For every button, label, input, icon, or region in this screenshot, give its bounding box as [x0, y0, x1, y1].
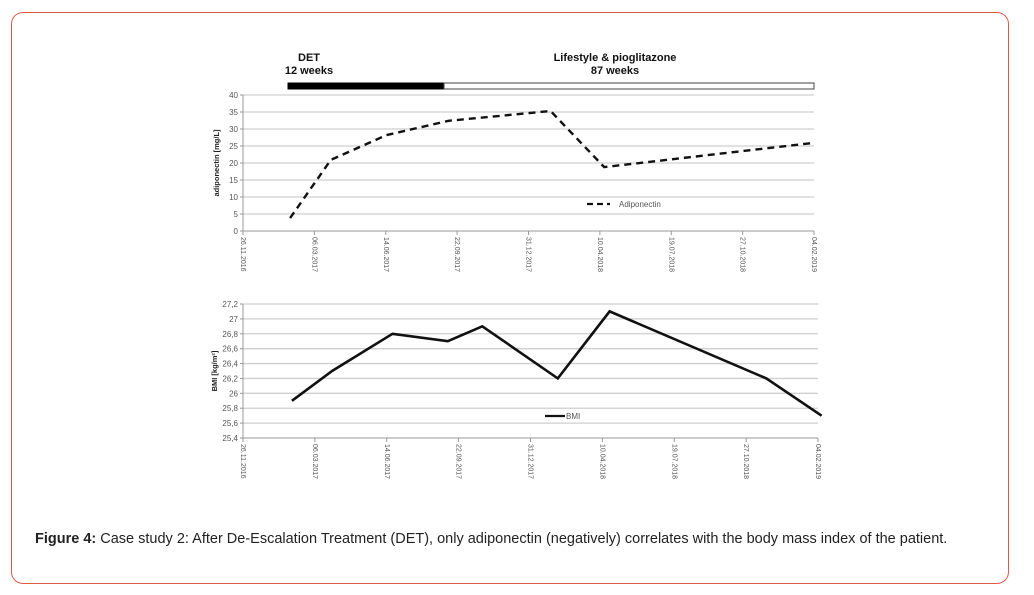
phase-2-title: Lifestyle & pioglitazone: [554, 52, 677, 64]
adiponectin-chart: 0 5 10 15 20 25 30 35 40 26.11.2016 06.03.2017 14.…: [212, 91, 817, 272]
caption-text: Case study 2: After De-Escalation Treatm…: [96, 531, 948, 547]
x-tick-label: 26.11.2016: [239, 444, 246, 479]
y-tick-label: 5: [234, 210, 239, 219]
y-tick-label: 26,2: [222, 374, 238, 383]
x-axis-ticks: 26.11.2016 06.03.2017 14.06.2017 22.09.2017…: [239, 231, 817, 272]
phase-1-title: DET: [298, 52, 320, 64]
phase-1-duration: 12 weeks: [285, 65, 333, 77]
y-tick-label: 26,8: [222, 330, 238, 339]
gridlines: [240, 303, 818, 439]
figure-frame: [11, 12, 1009, 584]
y-tick-label: 25,6: [222, 419, 238, 428]
caption-label: Figure 4:: [35, 531, 97, 547]
phase-2-bar: [443, 82, 815, 90]
y-tick-label: 25,4: [222, 434, 238, 443]
x-tick-label: 26.11.2016: [239, 237, 246, 272]
y-axis-title: adiponectin [mg/L]: [212, 129, 221, 197]
x-tick-label: 14.06.2017: [383, 444, 390, 479]
series-line-bmi: [291, 309, 823, 417]
y-tick-label: 26,6: [222, 345, 238, 354]
y-tick-label: 26: [229, 389, 238, 398]
x-tick-label: 06.03.2017: [311, 444, 318, 479]
y-tick-label: 10: [229, 193, 238, 202]
x-tick-label: 04.02.2019: [814, 444, 821, 479]
y-axis-ticks: 0 5 10 15 20 25 30 35 40: [229, 91, 238, 236]
x-tick-label: 14.06.2017: [382, 237, 389, 272]
bmi-chart: 25,4 25,6 25,8 26 26,2 26,4 26,6 26,8 27 27,2 26.…: [210, 300, 823, 479]
y-tick-label: 20: [229, 159, 238, 168]
x-tick-label: 19.07.2018: [667, 237, 674, 272]
series-bmi: [291, 309, 823, 417]
y-tick-label: 25,8: [222, 404, 238, 413]
y-tick-label: 25: [229, 142, 238, 151]
x-tick-label: 31.12.2017: [527, 444, 534, 479]
legend: Adiponectin: [587, 200, 661, 209]
x-tick-label: 06.03.2017: [310, 237, 317, 272]
x-axis-ticks: 26.11.2016 06.03.2017 14.06.2017 22.09.2017…: [239, 438, 821, 479]
x-tick-label: 27.10.2018: [742, 444, 749, 479]
phase-2-duration: 87 weeks: [591, 65, 639, 77]
phase-1-bar: [287, 82, 445, 90]
figure-caption: Figure 4: Case study 2: After De-Escalat…: [35, 530, 975, 548]
y-tick-label: 27,2: [222, 300, 238, 309]
legend-label-adiponectin: Adiponectin: [619, 200, 661, 209]
x-tick-label: 19.07.2018: [670, 444, 677, 479]
y-tick-label: 27: [229, 315, 238, 324]
series-line-adiponectin: [289, 109, 814, 219]
y-tick-label: 40: [229, 91, 238, 100]
x-tick-label: 22.09.2017: [453, 237, 460, 272]
y-tick-label: 26,4: [222, 360, 238, 369]
y-tick-label: 30: [229, 125, 238, 134]
series-adiponectin: [289, 109, 814, 219]
x-tick-label: 04.02.2019: [810, 237, 817, 272]
y-axis-ticks: 25,4 25,6 25,8 26 26,2 26,4 26,6 26,8 27 27,2: [222, 300, 238, 443]
legend-label-bmi: BMI: [566, 412, 580, 421]
phase-header: DET 12 weeks Lifestyle & pioglitazone 87…: [285, 52, 815, 90]
x-tick-label: 22.09.2017: [455, 444, 462, 479]
x-tick-label: 27.10.2018: [739, 237, 746, 272]
y-tick-label: 15: [229, 176, 238, 185]
x-tick-label: 10.04.2018: [598, 444, 605, 479]
x-tick-label: 31.12.2017: [525, 237, 532, 272]
y-tick-label: 35: [229, 108, 238, 117]
legend: BMI: [545, 412, 580, 421]
x-tick-label: 10.04.2018: [596, 237, 603, 272]
y-axis-title: BMI [kg/m²]: [210, 350, 219, 391]
y-tick-label: 0: [234, 227, 239, 236]
gridlines: [240, 94, 814, 232]
